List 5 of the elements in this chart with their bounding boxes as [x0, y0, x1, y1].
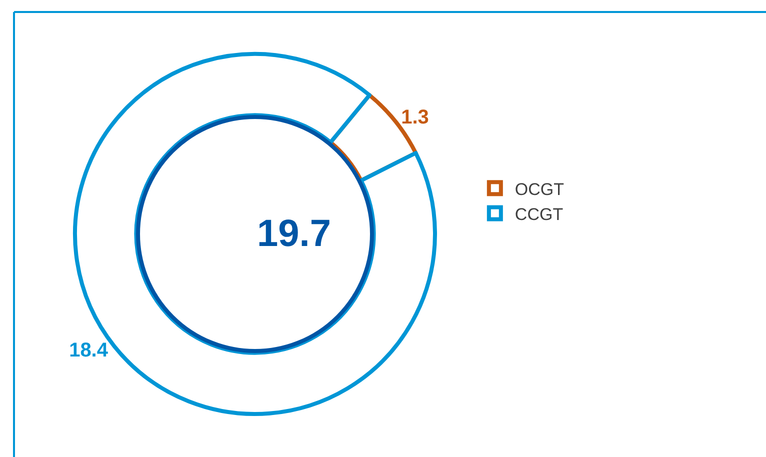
text: 19.7: [257, 213, 331, 255]
data-label: 18.4: [69, 340, 109, 362]
legend-label: CCGT: [514, 204, 564, 224]
legend-label: OCGT: [514, 180, 564, 199]
data-label: 1.3: [401, 106, 429, 128]
